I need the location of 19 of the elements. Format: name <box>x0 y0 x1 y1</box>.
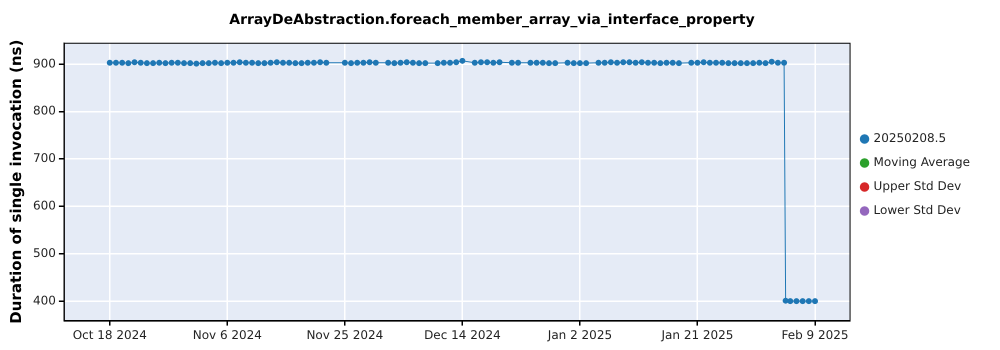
x-tick-label: Nov 25 2024 <box>306 328 384 342</box>
x-tick-label: Feb 9 2025 <box>781 328 849 342</box>
legend-label: Moving Average <box>874 155 970 170</box>
legend-label: Lower Std Dev <box>874 203 961 218</box>
x-tick-label: Nov 6 2024 <box>192 328 262 342</box>
x-tick-label: Jan 21 2025 <box>660 328 734 342</box>
y-tick-label: 400 <box>33 293 56 308</box>
chart-title: ArrayDeAbstraction.foreach_member_array_via_interface_property <box>229 12 755 28</box>
y-tick-label: 700 <box>33 151 56 166</box>
x-tick-label: Oct 18 2024 <box>72 328 147 342</box>
legend-label: 20250208.5 <box>874 131 946 146</box>
x-tick-label: Jan 2 2025 <box>546 328 612 342</box>
y-tick-label: 600 <box>33 198 56 212</box>
y-tick-label: 900 <box>33 56 56 70</box>
y-axis-title: Duration of single invocation (ns) <box>6 40 25 324</box>
legend-label: Upper Std Dev <box>874 179 962 194</box>
y-tick-label: 800 <box>33 104 56 118</box>
y-tick-label: 500 <box>33 246 56 260</box>
x-tick-label: Dec 14 2024 <box>424 328 501 342</box>
